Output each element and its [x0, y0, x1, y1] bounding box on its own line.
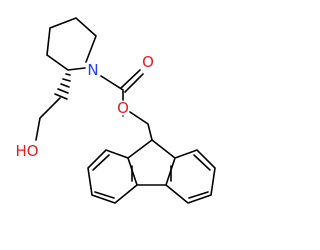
- left-ring: [87, 149, 138, 204]
- atom-label: O: [117, 99, 129, 117]
- carbonyl: [120, 69, 144, 93]
- atom-label: N: [87, 61, 98, 79]
- side-chain: [35, 97, 61, 141]
- right-ring: [165, 149, 216, 204]
- bonds: [35, 17, 216, 204]
- carbamate-bonds: [100, 75, 153, 141]
- right-double: [170, 154, 211, 199]
- molecule: N O O HO: [15, 17, 216, 204]
- ring-bonds: [46, 17, 97, 71]
- atom-label: HO: [15, 142, 38, 160]
- five-ring: [127, 138, 176, 186]
- atom-label: O: [142, 53, 154, 71]
- hashed-wedge: [54, 73, 71, 100]
- left-double: [92, 154, 133, 199]
